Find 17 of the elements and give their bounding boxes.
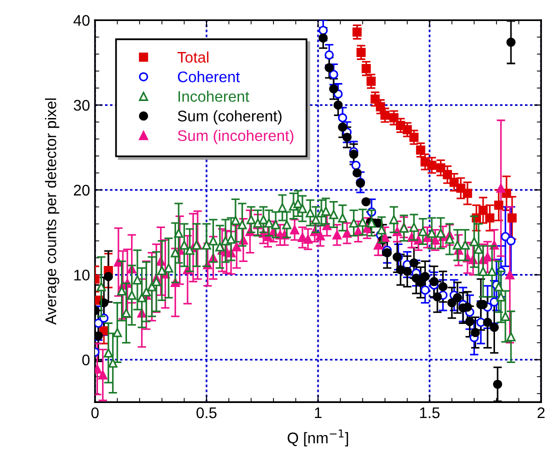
y-tick-label: 0 [82,354,90,366]
y-tick-label: 20 [74,184,90,196]
x-tick-label: 0.5 [196,407,217,418]
x-axis-title: Q [nm$^{−1}$] [288,430,348,446]
y-tick-label: 30 [74,100,90,111]
legend-label: Sum (coherent) [178,110,282,124]
y-tick-label: 10 [74,270,90,280]
x-tick-label: 0 [91,407,99,418]
y-tick-label: 40 [74,15,90,26]
x-tick-label: 1.5 [420,408,440,418]
x-tick-label: 2 [538,407,545,418]
x-tick-label: 1 [314,408,322,418]
legend-label: Sum (incoherent) [178,130,294,144]
y-axis-title: Average counts per detector pixel [45,98,60,325]
legend-label: Coherent [178,71,240,82]
legend-label: Incoherent [178,90,250,102]
legend-label: Total [177,51,208,63]
